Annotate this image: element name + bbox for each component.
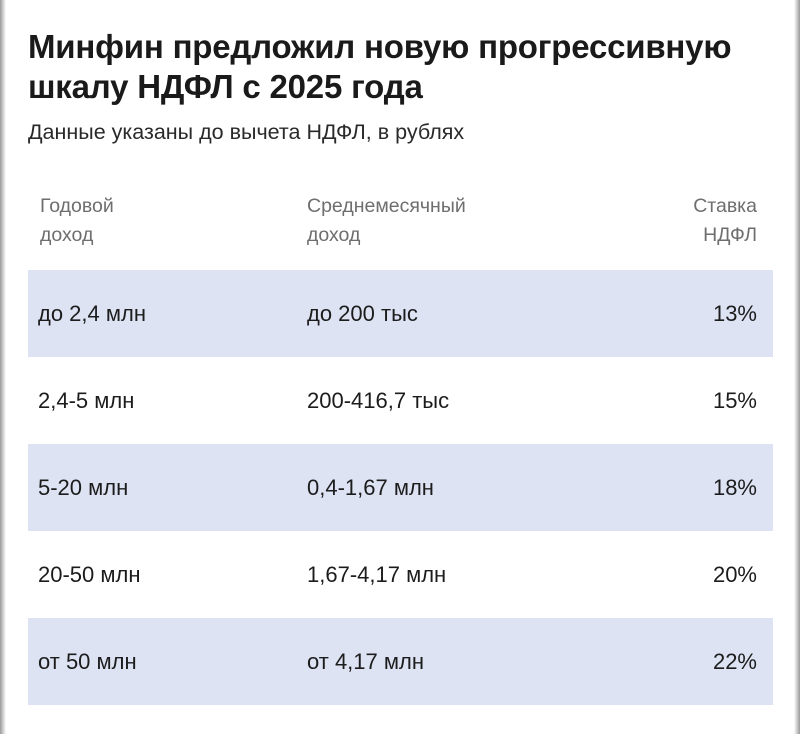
tax-rate-cell: 13% — [712, 301, 757, 326]
title-line-2: шкалу НДФЛ с 2025 года — [28, 68, 423, 105]
page-subtitle: Данные указаны до вычета НДФЛ, в рублях — [28, 120, 465, 144]
annual-income-cell: от 50 млн — [38, 649, 137, 674]
tax-rate-cell: 20% — [712, 562, 757, 587]
monthly-income-cell: 0,4-1,67 млн — [307, 475, 434, 500]
monthly-income-cell: от 4,17 млн — [307, 649, 424, 674]
tax-rate-cell: 22% — [712, 649, 757, 674]
tax-rate-cell: 15% — [712, 388, 757, 413]
column-header-annual-income: Годовой доход — [40, 192, 220, 250]
table-header: Годовой доход Среднемесячный доход Ставк… — [28, 192, 773, 254]
left-edge-shadow — [0, 0, 6, 734]
right-edge-shadow — [794, 0, 800, 734]
column-header-rate-line-2: НДФЛ — [703, 224, 757, 246]
annual-income-cell: 2,4-5 млн — [38, 388, 135, 413]
monthly-income-cell: 1,67-4,17 млн — [307, 562, 447, 587]
column-header-monthly-line-2: доход — [307, 224, 361, 246]
column-header-tax-rate: Ставка НДФЛ — [637, 192, 757, 250]
table-row: 2,4-5 млн 200-416,7 тыс 15% — [28, 357, 773, 444]
table-row: 20-50 млн 1,67-4,17 млн 20% — [28, 531, 773, 618]
annual-income-cell: до 2,4 млн — [38, 301, 146, 326]
tax-rate-cell: 18% — [712, 475, 757, 500]
monthly-income-cell: 200-416,7 тыс — [307, 388, 450, 413]
column-header-monthly-line-1: Среднемесячный — [307, 195, 466, 217]
title-line-1: Минфин предложил новую прогрессивную — [28, 28, 732, 65]
table-row: от 50 млн от 4,17 млн 22% — [28, 618, 773, 705]
column-header-annual-line-2: доход — [40, 224, 94, 246]
page-title: Минфин предложил новую прогрессивную шка… — [28, 27, 788, 107]
monthly-income-cell: до 200 тыс — [307, 301, 418, 326]
table-body: до 2,4 млн до 200 тыс 13% 2,4-5 млн 200-… — [28, 270, 773, 705]
table-row: до 2,4 млн до 200 тыс 13% — [28, 270, 773, 357]
table-row: 5-20 млн 0,4-1,67 млн 18% — [28, 444, 773, 531]
annual-income-cell: 20-50 млн — [38, 562, 141, 587]
column-header-annual-line-1: Годовой — [40, 195, 114, 217]
column-header-monthly-income: Среднемесячный доход — [307, 192, 567, 250]
annual-income-cell: 5-20 млн — [38, 475, 129, 500]
column-header-rate-line-1: Ставка — [693, 195, 757, 217]
